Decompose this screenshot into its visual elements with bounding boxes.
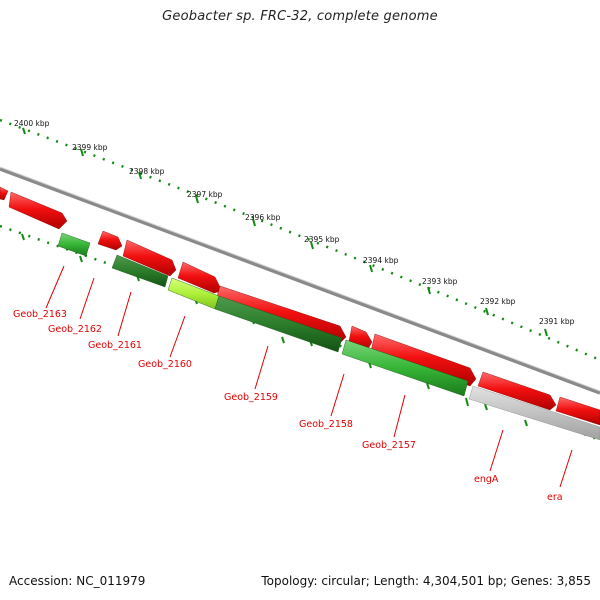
scale-label-2397: 2397 kbp (187, 190, 223, 199)
genome-summary-text: Topology: circular; Length: 4,304,501 bp… (261, 574, 591, 588)
forward-gene (370, 333, 477, 387)
forward-gene (122, 239, 177, 277)
scale-label-2391: 2391 kbp (539, 317, 575, 326)
scale-label-2400: 2400 kbp (14, 119, 50, 128)
gene-label-geob_2163: Geob_2163 (13, 309, 67, 320)
gene-label-geob_2158: Geob_2158 (299, 419, 353, 430)
reverse-gene (57, 232, 91, 257)
gene-label-geob_2161: Geob_2161 (88, 340, 142, 351)
reverse-gene (111, 254, 169, 288)
forward-gene (8, 191, 68, 230)
forward-gene (477, 371, 557, 411)
forward-gene (177, 261, 223, 294)
scale-label-2395: 2395 kbp (304, 235, 340, 244)
scale-label-2392: 2392 kbp (480, 297, 516, 306)
leader-lines (45, 265, 573, 488)
forward-genes (0, 186, 600, 426)
scale-label-2398: 2398 kbp (129, 167, 165, 176)
gene-label-geob_2159: Geob_2159 (224, 392, 278, 403)
gene-labels: Geob_2163 Geob_2162 Geob_2161 Geob_2160 … (13, 309, 563, 503)
scale-label-2394: 2394 kbp (363, 256, 399, 265)
forward-gene (0, 186, 9, 201)
scale-ring-outer (0, 118, 600, 362)
genome-backbone (0, 167, 600, 395)
scale-labels: 2400 kbp 2399 kbp 2398 kbp 2397 kbp 2396… (14, 119, 575, 326)
map-title: Geobacter sp. FRC-32, complete genome (162, 9, 438, 24)
scale-major-ticks (22, 127, 548, 337)
gene-label-geob_2162: Geob_2162 (48, 324, 102, 335)
other-gene (468, 385, 600, 441)
gene-label-geob_2157: Geob_2157 (362, 440, 416, 451)
backbone-highlight (0, 166, 600, 392)
reverse-gene (341, 339, 469, 397)
scale-label-2399: 2399 kbp (72, 143, 108, 152)
forward-gene (97, 230, 123, 251)
gene-label-era: era (547, 492, 563, 503)
scale-label-2396: 2396 kbp (245, 213, 281, 222)
forward-gene (555, 396, 600, 426)
scale-label-2393: 2393 kbp (422, 277, 458, 286)
gene-label-enga: engA (474, 474, 499, 485)
reverse-gene (214, 295, 343, 353)
accession-text: Accession: NC_011979 (9, 574, 146, 588)
reverse-genes (57, 232, 600, 441)
gene-label-geob_2160: Geob_2160 (138, 359, 192, 370)
